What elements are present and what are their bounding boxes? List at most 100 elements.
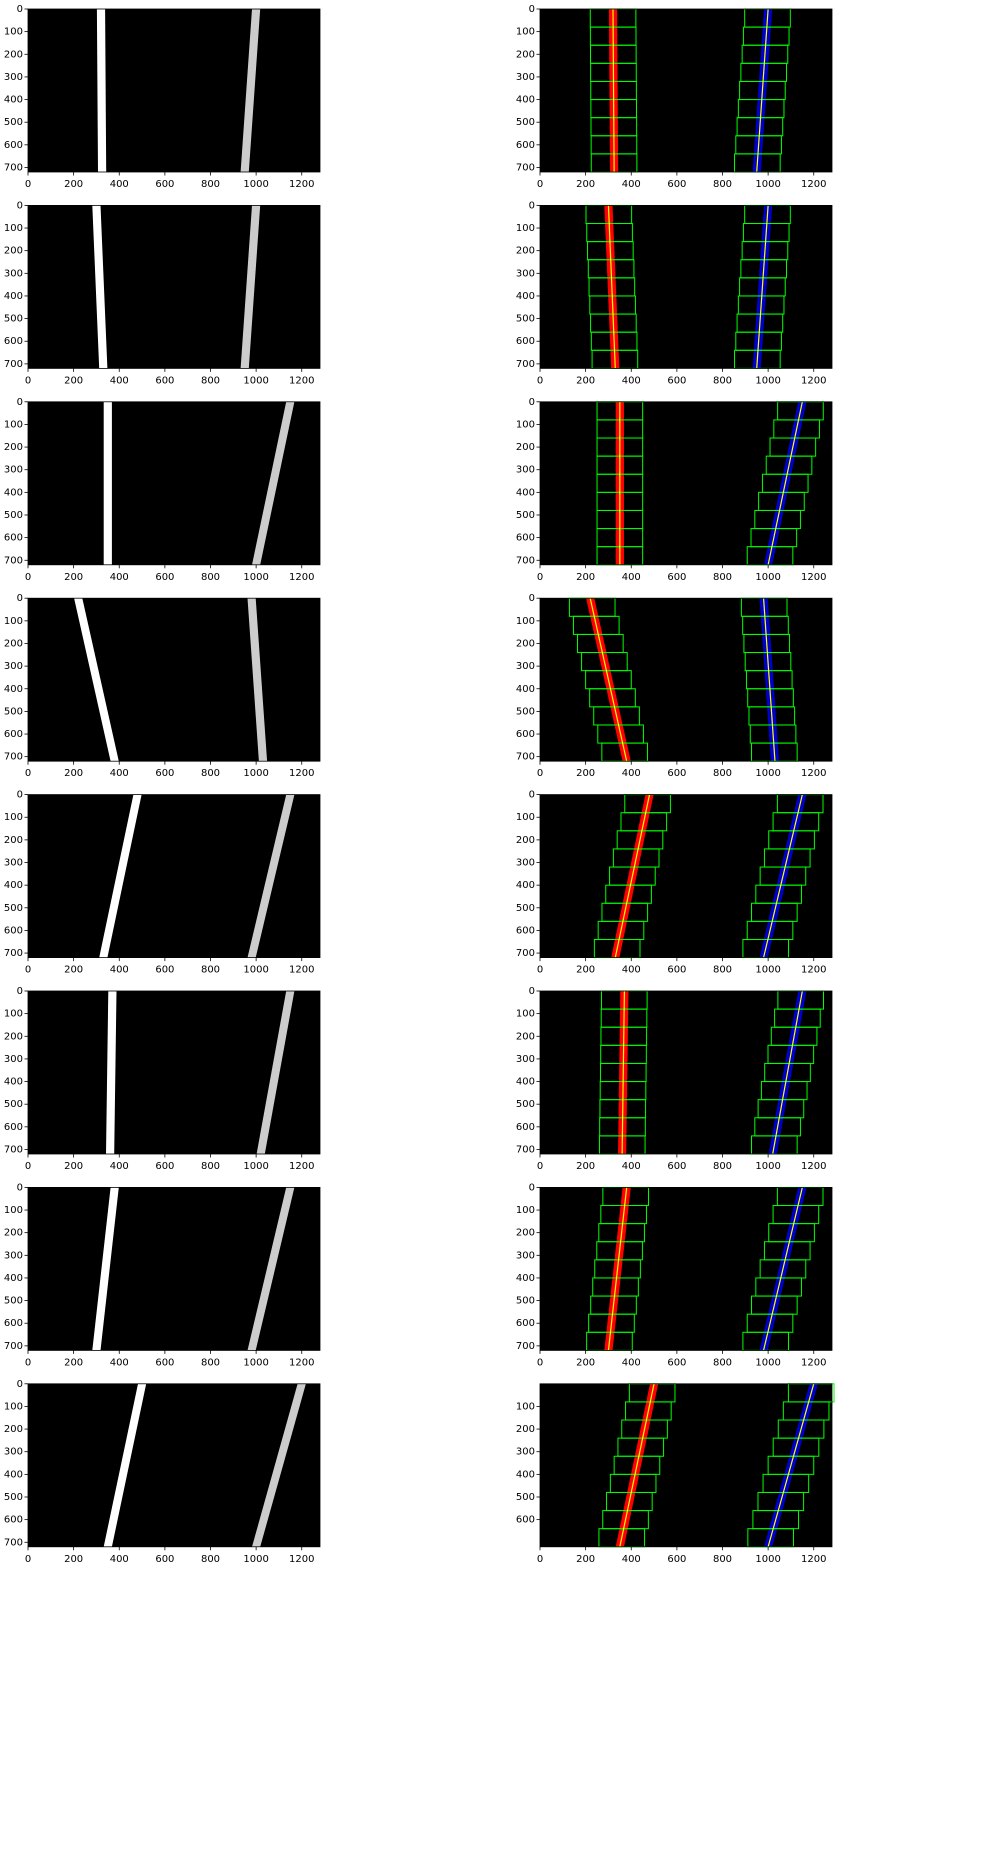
y-tick-label: 300: [516, 858, 535, 869]
x-tick-label: 0: [537, 572, 543, 583]
x-tick-label: 200: [64, 375, 83, 386]
y-tick-label: 600: [516, 1515, 535, 1526]
y-tick-label: 200: [516, 638, 535, 649]
x-tick-label: 800: [713, 1161, 732, 1172]
x-tick-label: 200: [576, 572, 595, 583]
image: [28, 9, 320, 172]
y-tick-label: 0: [17, 397, 23, 408]
y-tick-label: 500: [516, 1296, 535, 1307]
panel: 0 200 400 600 800 1000 1200 0 100 200 300 400 500 600…: [516, 790, 833, 976]
panel: 0 200 400 600 800 1000 1200 0 100 200 300 400 500 600…: [516, 397, 833, 583]
x-tick-label: 1000: [243, 572, 268, 583]
x-tick-label: 200: [576, 179, 595, 190]
lane-pixels: [247, 1187, 295, 1351]
y-tick-label: 100: [4, 223, 23, 234]
y-tick-label: 600: [4, 533, 23, 544]
x-tick-label: 400: [622, 768, 641, 779]
x-tick-label: 1000: [755, 1161, 780, 1172]
x-tick-label: 800: [713, 768, 732, 779]
x-tick-label: 0: [25, 1161, 31, 1172]
y-tick-label: 200: [516, 49, 535, 60]
x-tick-label: 1200: [801, 375, 826, 386]
x-tick-label: 600: [155, 179, 174, 190]
x-tick-label: 400: [622, 1554, 641, 1565]
x-tick-label: 800: [201, 768, 220, 779]
y-tick-label: 300: [516, 1054, 535, 1065]
x-tick-label: 400: [622, 965, 641, 976]
y-tick-label: 400: [516, 487, 535, 498]
panel: 0 200 400 600 800 1000 1200 0 100 200 300 400 500 600…: [4, 593, 321, 779]
x-tick-label: 400: [110, 965, 129, 976]
x-tick-label: 800: [713, 1357, 732, 1368]
x-tick-label: 800: [201, 1161, 220, 1172]
y-tick-label: 700: [4, 359, 23, 370]
y-tick-label: 700: [516, 948, 535, 959]
fit-line: [762, 598, 776, 762]
y-tick-label: 600: [4, 1318, 23, 1329]
y-tick-label: 300: [4, 1054, 23, 1065]
image: [28, 598, 320, 762]
x-tick-label: 600: [667, 768, 686, 779]
y-tick-label: 300: [516, 72, 535, 83]
image: [28, 1383, 320, 1547]
x-tick-label: 1200: [289, 965, 314, 976]
x-tick-label: 800: [713, 1554, 732, 1565]
lane-pixels: [103, 401, 112, 565]
y-tick-label: 300: [4, 465, 23, 476]
y-tick-label: 700: [516, 359, 535, 370]
x-tick-label: 800: [713, 965, 732, 976]
y-tick-label: 400: [4, 95, 23, 106]
x-tick-label: 400: [110, 1554, 129, 1565]
y-tick-label: 0: [529, 4, 535, 15]
y-tick-label: 100: [4, 1401, 23, 1412]
image: [540, 1187, 832, 1351]
y-tick-label: 0: [529, 593, 535, 604]
y-tick-label: 200: [516, 442, 535, 453]
y-tick-label: 0: [17, 1379, 23, 1390]
y-tick-label: 500: [516, 903, 535, 914]
y-tick-label: 300: [4, 1250, 23, 1261]
y-tick-label: 600: [4, 336, 23, 347]
x-tick-label: 0: [537, 179, 543, 190]
x-tick-label: 600: [155, 1357, 174, 1368]
lane-pixels: [240, 9, 261, 172]
x-tick-label: 600: [667, 572, 686, 583]
x-tick-label: 1000: [755, 965, 780, 976]
y-tick-label: 100: [516, 1009, 535, 1020]
y-tick-label: 200: [4, 246, 23, 257]
axes-frame: [539, 597, 833, 762]
x-tick-label: 400: [110, 1161, 129, 1172]
y-tick-label: 100: [4, 419, 23, 430]
x-tick-label: 1000: [755, 768, 780, 779]
x-tick-label: 800: [201, 965, 220, 976]
x-tick-label: 1000: [755, 572, 780, 583]
y-tick-label: 700: [4, 1341, 23, 1352]
x-tick-label: 1200: [801, 1357, 826, 1368]
lane-pixels: [252, 1383, 306, 1547]
y-tick-label: 0: [17, 593, 23, 604]
axes-frame: [539, 1187, 833, 1351]
panel: 0 200 400 600 800 1000 1200 0 100 200 300 400 500 600…: [516, 200, 833, 386]
axes-frame: [539, 794, 833, 958]
y-tick-label: 700: [516, 162, 535, 173]
y-tick-label: 700: [4, 948, 23, 959]
y-tick-label: 500: [516, 117, 535, 128]
y-tick-label: 500: [4, 1492, 23, 1503]
panel: 0 200 400 600 800 1000 1200 0 100 200 300 400 500 600…: [516, 4, 833, 190]
y-tick-label: 500: [4, 706, 23, 717]
panel: 0 200 400 600 800 1000 1200 0 100 200 300 400 500 600…: [4, 4, 321, 190]
x-tick-label: 1000: [243, 768, 268, 779]
x-tick-label: 1000: [243, 1554, 268, 1565]
y-tick-label: 0: [529, 790, 535, 801]
y-tick-label: 700: [516, 1341, 535, 1352]
y-tick-label: 300: [4, 661, 23, 672]
lane-pixels: [247, 794, 295, 958]
x-tick-label: 800: [201, 1357, 220, 1368]
y-tick-label: 300: [516, 465, 535, 476]
x-tick-label: 400: [110, 768, 129, 779]
x-tick-label: 1200: [289, 1554, 314, 1565]
x-tick-label: 1200: [801, 1554, 826, 1565]
fit-line: [762, 1187, 803, 1351]
lane-pixels: [74, 598, 119, 762]
y-tick-label: 400: [4, 1273, 23, 1284]
